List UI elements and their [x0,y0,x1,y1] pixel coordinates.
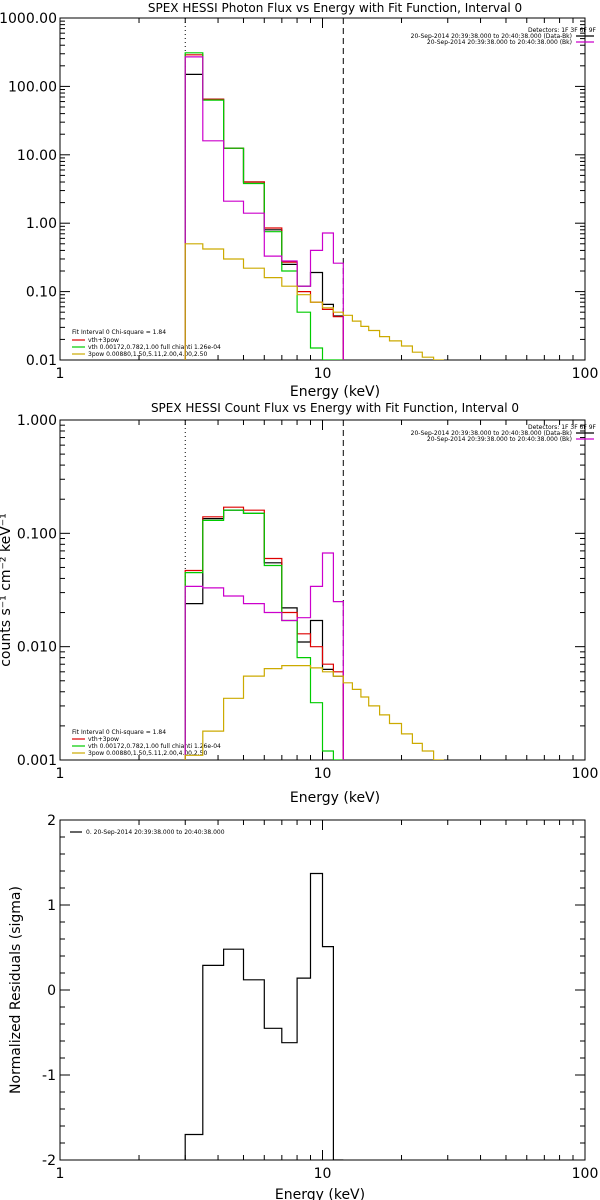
photon-flux-legend-vth: vth 0.00172,0.782,1.00 full chianti 1.26… [88,344,221,351]
y-tick-label: 0 [47,983,56,999]
y-tick-label: 10.00 [17,148,57,164]
count-flux-ylabel: counts s⁻¹ cm⁻² keV⁻¹ [0,513,14,667]
photon-flux-title: SPEX HESSI Photon Flux vs Energy with Fi… [148,1,522,15]
count-flux-legend-total: vth+3pow [88,736,119,743]
x-tick-label: 10 [314,1166,332,1182]
count-flux-panel: SPEX HESSI Count Flux vs Energy with Fit… [0,401,598,806]
count-flux-legend-vth: vth 0.00172,0.782,1.00 full chianti 1.26… [88,743,221,750]
y-tick-label: 0.10 [26,285,57,301]
y-tick-label: 100.00 [8,79,57,95]
x-tick-label: 10 [314,366,332,382]
count-flux-detectors: Detectors: 1F 3F 6F 9F [528,424,597,431]
residuals-panel: Energy (keV) Normalized Residuals (sigma… [8,813,598,1200]
count-flux-xlabel: Energy (keV) [290,790,380,806]
series-4-step-line [184,665,444,760]
photon-flux-panel: SPEX HESSI Photon Flux vs Energy with Fi… [0,1,598,400]
residuals-ylabel: Normalized Residuals (sigma) [8,886,24,1094]
y-tick-label: 0.001 [17,753,57,769]
photon-flux-legend-3pow: 3pow 0.00880,1.50,5.11,2.00,4.00,2.50 [88,351,207,358]
y-tick-label: -1 [42,1068,56,1084]
x-tick-label: 1 [56,366,65,382]
photon-flux-legend-data: 20-Sep-2014 20:39:38.000 to 20:40:38.000… [411,33,572,40]
y-tick-label: -2 [42,1153,56,1169]
count-flux-legend-bk: 20-Sep-2014 20:39:38.000 to 20:40:38.000… [427,436,572,443]
y-tick-label: 2 [47,813,56,829]
y-tick-label: 1.00 [26,216,57,232]
series-3-step-line [184,56,344,360]
x-tick-label: 100 [572,366,599,382]
count-flux-legend-data: 20-Sep-2014 20:39:38.000 to 20:40:38.000… [411,430,572,437]
x-tick-label: 100 [572,766,599,782]
residuals-legend-interval: 0. 20-Sep-2014 20:39:38.000 to 20:40:38.… [86,829,225,836]
photon-flux-legend-total: vth+3pow [88,337,119,344]
y-tick-label: 0.100 [17,526,57,542]
x-tick-label: 1 [56,1166,65,1182]
photon-flux-fit-header: Fit Interval 0 Chi-square = 1.84 [72,329,166,336]
photon-flux-detectors: Detectors: 1F 3F 6F 9F [528,27,597,34]
series-2-step-line [184,509,344,760]
y-tick-label: 0.01 [26,353,57,369]
series-3-step-line [184,552,344,760]
y-tick-label: 1000.00 [0,11,57,27]
x-tick-label: 1 [56,766,65,782]
x-tick-label: 100 [572,1166,599,1182]
y-tick-label: 1 [47,898,56,914]
count-flux-title: SPEX HESSI Count Flux vs Energy with Fit… [151,401,519,415]
y-tick-label: 0.010 [17,640,57,656]
count-flux-fit-header: Fit Interval 0 Chi-square = 1.84 [72,729,166,736]
count-flux-legend-3pow: 3pow 0.00880,1.50,5.11,2.00,4.00,2.50 [88,750,207,757]
y-tick-label: 1.000 [17,413,57,429]
series-2-step-line [184,52,344,360]
axes-frame [59,819,586,1161]
photon-flux-xlabel: Energy (keV) [290,384,380,400]
series-4-step-line [184,243,444,360]
residuals-xlabel: Energy (keV) [275,1187,365,1200]
x-tick-label: 10 [314,766,332,782]
photon-flux-legend-bk: 20-Sep-2014 20:39:38.000 to 20:40:38.000… [427,39,572,46]
series-0-step-line [184,872,344,1160]
